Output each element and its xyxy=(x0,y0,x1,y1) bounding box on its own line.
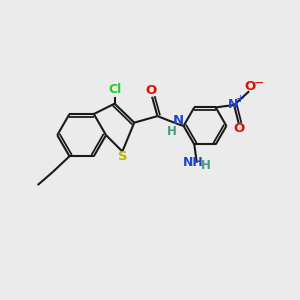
Text: N: N xyxy=(228,98,239,111)
Text: S: S xyxy=(118,150,128,163)
Text: H: H xyxy=(167,125,177,138)
Text: O: O xyxy=(233,122,245,135)
Text: +: + xyxy=(236,94,244,104)
Text: N: N xyxy=(173,114,184,128)
Text: O: O xyxy=(244,80,256,93)
Text: −: − xyxy=(254,77,264,90)
Text: Cl: Cl xyxy=(109,83,122,96)
Text: O: O xyxy=(146,84,157,97)
Text: NH: NH xyxy=(183,156,204,169)
Text: H: H xyxy=(201,159,211,172)
